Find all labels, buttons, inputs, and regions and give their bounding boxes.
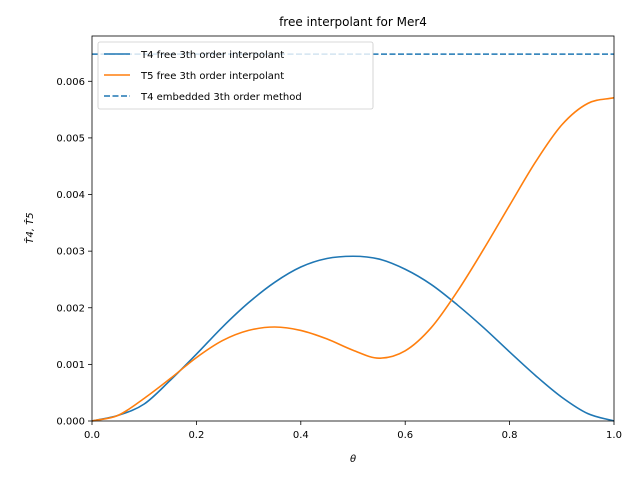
y-tick-label: 0.002 xyxy=(56,303,85,314)
plot-frame xyxy=(91,35,615,422)
x-tick-label: 0.2 xyxy=(188,430,204,441)
x-tick-label: 0.6 xyxy=(397,430,413,441)
x-tick-label: 1.0 xyxy=(606,430,622,441)
chart-title: free interpolant for Mer4 xyxy=(279,15,427,29)
y-tick-label: 0.000 xyxy=(56,417,85,428)
y-tick-label: 0.006 xyxy=(56,77,85,88)
y-tick-label: 0.004 xyxy=(56,190,85,201)
legend-box xyxy=(97,41,374,110)
legend-label-t5-interpolant: T5 free 3th order interpolant xyxy=(140,71,284,82)
y-tick-label: 0.001 xyxy=(56,360,85,371)
legend-label-t4-embedded: T4 embedded 3th order method xyxy=(140,92,302,103)
y-tick-label: 0.005 xyxy=(56,133,85,144)
x-axis-ticks: 0.0 0.2 0.4 0.6 0.8 1.0 xyxy=(84,421,622,441)
series-t5-free-interpolant xyxy=(91,96,615,422)
y-axis-label: T̂4, T̂5 xyxy=(23,212,36,243)
legend-label-t4-interpolant: T4 free 3th order interpolant xyxy=(140,50,284,61)
y-tick-label: 0.003 xyxy=(56,247,85,258)
y-axis-ticks: 0.000 0.001 0.002 0.003 0.004 0.005 0.006 xyxy=(56,77,92,428)
x-axis-label: θ xyxy=(350,454,356,465)
x-tick-label: 0.8 xyxy=(502,430,518,441)
x-tick-label: 0.4 xyxy=(293,430,309,441)
x-tick-label: 0.0 xyxy=(84,430,100,441)
legend: T4 free 3th order interpolant T5 free 3t… xyxy=(97,41,374,110)
